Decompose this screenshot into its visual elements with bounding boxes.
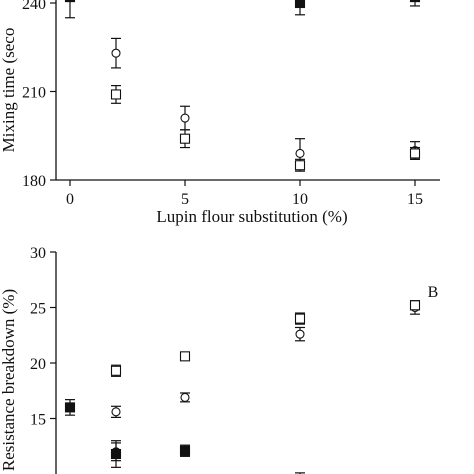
y-tick-label: 30 (30, 245, 46, 262)
x-tick-label: 15 (407, 191, 423, 208)
data-point (111, 48, 121, 58)
y-axis-label: Mixing time (seco (0, 28, 18, 153)
x-axis-label: Lupin flour substitution (%) (156, 207, 347, 226)
x-tick-label: 0 (66, 191, 74, 208)
data-point (294, 313, 306, 324)
mark-layer (64, 0, 421, 172)
resistance-breakdown-panel: B Resistance breakdown (%) 15 20 25 30 (0, 245, 438, 474)
data-point (111, 447, 121, 457)
y-tick-label: 15 (30, 412, 46, 429)
data-point (110, 89, 122, 100)
data-point (409, 148, 421, 159)
y-tick-label: 210 (22, 85, 46, 102)
x-tick-label: 10 (292, 191, 308, 208)
panel-label: B (428, 284, 439, 301)
mixing-time-panel: Mixing time (seco Lupin flour substituti… (0, 0, 440, 226)
data-point (180, 447, 190, 457)
tick-layer: 180 210 240 0 5 10 15 (22, 0, 423, 208)
x-tick-label: 5 (181, 191, 189, 208)
data-point (180, 392, 190, 402)
data-point (64, 0, 76, 3)
data-point (180, 113, 190, 123)
y-tick-label: 240 (22, 0, 46, 13)
data-point (295, 148, 305, 158)
data-point (409, 0, 421, 3)
data-point (295, 329, 305, 339)
data-point (179, 351, 191, 362)
data-point (110, 365, 122, 376)
y-tick-label: 25 (30, 301, 46, 318)
mark-layer (64, 300, 421, 474)
data-point (294, 160, 306, 171)
data-point (111, 407, 121, 417)
data-point (179, 133, 191, 144)
data-point (294, 0, 306, 9)
y-tick-label: 180 (22, 173, 46, 190)
data-point (64, 402, 76, 413)
tick-layer: 15 20 25 30 (30, 245, 56, 429)
data-point (409, 300, 421, 311)
y-tick-label: 20 (30, 356, 46, 373)
y-axis-label: Resistance breakdown (%) (0, 289, 18, 471)
